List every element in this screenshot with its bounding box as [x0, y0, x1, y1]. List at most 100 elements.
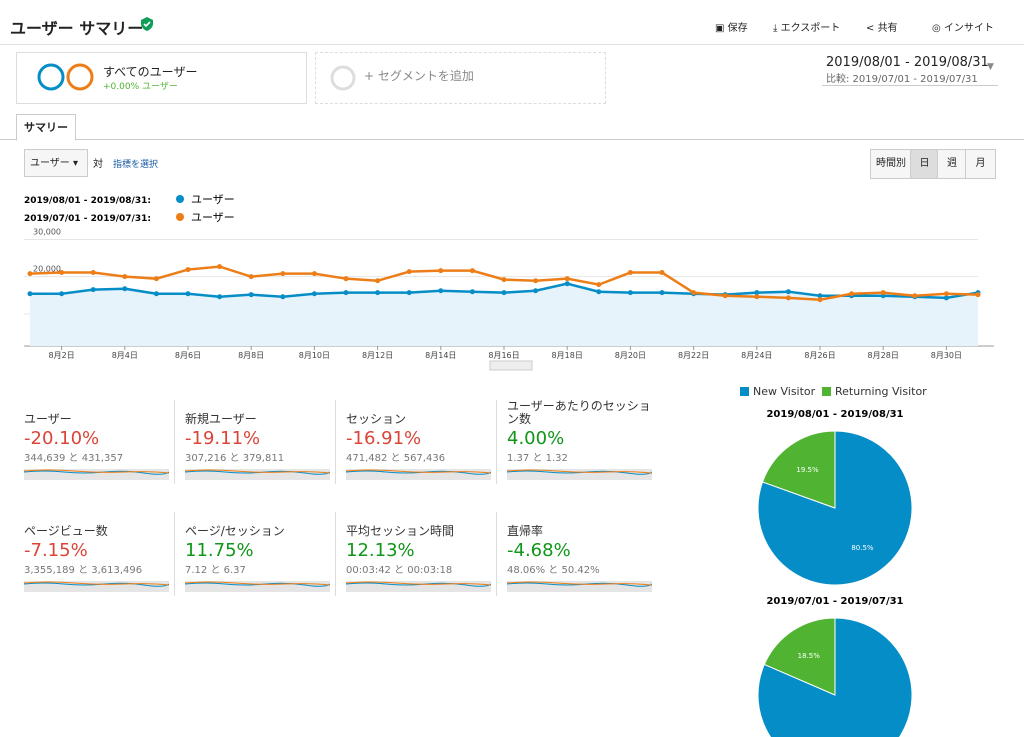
- metric-detail: 3,355,189 と 3,613,496: [24, 565, 143, 576]
- sparkline: [345, 469, 492, 480]
- point: [659, 290, 665, 296]
- sparkline: [23, 581, 170, 592]
- point: [785, 295, 791, 301]
- point: [754, 294, 760, 300]
- x-tick-label: 8月16日: [488, 351, 519, 360]
- point: [754, 290, 760, 296]
- metric-change: 11.75%: [185, 540, 254, 561]
- x-tick-label: 8月10日: [299, 351, 330, 360]
- metric-detail: 1.37 と 1.32: [507, 453, 568, 464]
- point: [406, 290, 412, 296]
- metric-name: ユーザーあたりのセッション数: [507, 399, 651, 426]
- point: [912, 293, 918, 299]
- sparkline: [184, 469, 331, 480]
- point: [375, 290, 381, 296]
- segment-change: +0.00% ユーザー: [103, 82, 178, 92]
- legend-dot: [176, 195, 184, 203]
- pie-slice: [763, 617, 836, 696]
- week-button[interactable]: 週: [937, 149, 967, 179]
- point: [627, 270, 633, 276]
- point: [469, 289, 475, 295]
- point: [438, 268, 444, 274]
- point: [943, 291, 949, 297]
- point: [248, 292, 254, 298]
- metric-card: ユーザーあたりのセッション数 4.00% 1.37 と 1.32: [506, 399, 657, 484]
- pie-title: 2019/08/01 - 2019/08/31: [766, 409, 903, 420]
- legend-label: Returning Visitor: [835, 385, 927, 398]
- point: [27, 271, 33, 277]
- save-button[interactable]: ▣ 保存: [715, 23, 748, 34]
- point: [90, 287, 96, 293]
- tab[interactable]: サマリー: [16, 114, 76, 141]
- legend-period: 2019/08/01 - 2019/08/31:: [24, 196, 151, 206]
- metric-card: 直帰率 -4.68% 48.06% と 50.42%: [506, 512, 657, 596]
- point: [27, 291, 33, 297]
- point: [627, 290, 633, 296]
- point: [722, 293, 728, 299]
- point: [90, 270, 96, 276]
- metric-name: 直帰率: [507, 524, 544, 538]
- point: [311, 271, 317, 277]
- x-tick-label: 8月22日: [678, 351, 709, 360]
- legend-swatch: [822, 387, 831, 396]
- point: [596, 289, 602, 295]
- x-tick-label: 8月28日: [868, 351, 899, 360]
- x-tick-label: 8月20日: [615, 351, 646, 360]
- pie-label: 19.5%: [796, 466, 819, 474]
- point: [280, 294, 286, 300]
- x-tick-label: 8月30日: [931, 351, 962, 360]
- pie-slice: [761, 430, 836, 509]
- day-button[interactable]: 日: [910, 149, 939, 179]
- point: [343, 290, 349, 296]
- metric-detail: 48.06% と 50.42%: [507, 565, 600, 576]
- x-tick-label: 8月18日: [552, 351, 583, 360]
- metric-detail: 00:03:42 と 00:03:18: [346, 565, 453, 576]
- point: [217, 294, 223, 300]
- share-button[interactable]: < 共有: [866, 23, 898, 34]
- date-range[interactable]: 2019/08/01 - 2019/08/31: [826, 55, 989, 70]
- x-tick-label: 8月24日: [741, 351, 772, 360]
- insight-button[interactable]: ◎ インサイト: [932, 23, 994, 34]
- add-segment[interactable]: [315, 52, 606, 104]
- point: [880, 290, 886, 296]
- point: [564, 276, 570, 282]
- metric-card: ユーザー -20.10% 344,639 と 431,357: [23, 400, 175, 484]
- add-icon: [330, 65, 356, 91]
- point: [248, 274, 254, 280]
- sparkline: [23, 469, 170, 480]
- metric-card: ページビュー数 -7.15% 3,355,189 と 3,613,496: [23, 512, 175, 596]
- point: [659, 270, 665, 276]
- point: [564, 281, 570, 287]
- dropdown-arrow[interactable]: ▼: [987, 62, 994, 72]
- metric-name: ページ/セッション: [185, 524, 285, 538]
- point: [817, 297, 823, 303]
- export-button[interactable]: ⤓ エクスポート: [773, 23, 841, 34]
- sparkline: [506, 469, 653, 480]
- point: [343, 276, 349, 282]
- select-metric-link[interactable]: 指標を選択: [113, 160, 159, 170]
- metric-name: ページビュー数: [24, 524, 108, 538]
- sparkline: [506, 581, 653, 592]
- pie-title: 2019/07/01 - 2019/07/31: [766, 596, 903, 607]
- segment-card[interactable]: [16, 52, 307, 104]
- month-button[interactable]: 月: [965, 149, 996, 179]
- legend-label: New Visitor: [753, 385, 816, 398]
- metric-card: ページ/セッション 11.75% 7.12 と 6.37: [184, 512, 336, 596]
- verified-icon: [141, 17, 153, 31]
- page-title: ユーザー サマリー: [10, 19, 144, 38]
- metric-change: -20.10%: [24, 428, 100, 449]
- point: [122, 286, 128, 292]
- point: [122, 274, 128, 280]
- y-tick-label: 30,000: [33, 227, 61, 236]
- metric-detail: 344,639 と 431,357: [24, 453, 124, 464]
- sparkline: [345, 581, 492, 592]
- x-tick-label: 8月12日: [362, 351, 393, 360]
- point: [469, 268, 475, 274]
- y-tick-label: 20,000: [33, 265, 61, 274]
- metric-select[interactable]: ユーザー ▾: [24, 149, 88, 177]
- hour-button[interactable]: 時間別: [870, 149, 912, 179]
- point: [59, 270, 65, 276]
- x-tick-label: 8月4日: [112, 351, 138, 360]
- point: [406, 269, 412, 275]
